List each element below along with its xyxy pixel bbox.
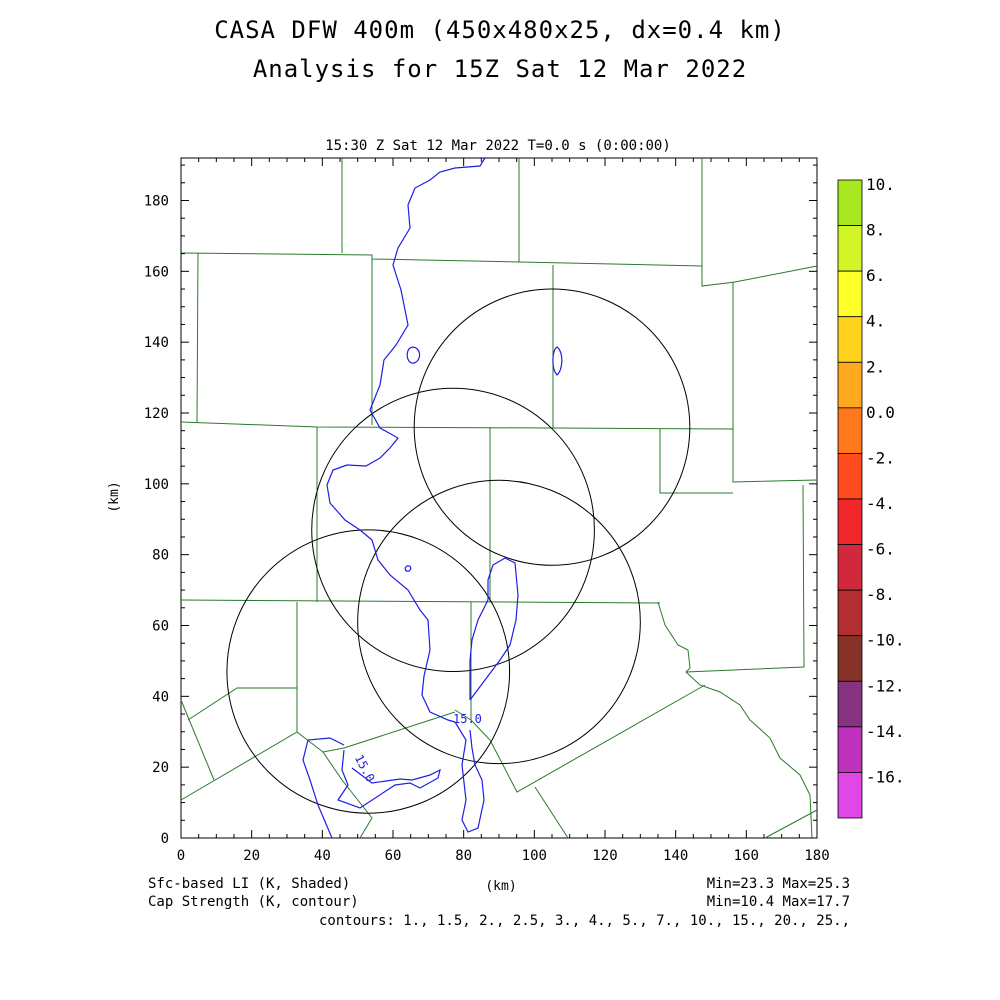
y-tick-label: 160 <box>144 264 169 280</box>
range-ring <box>226 529 511 814</box>
y-tick-label: 80 <box>152 548 169 564</box>
colorbar-segment <box>837 316 863 363</box>
colorbar-label: -14. <box>866 722 905 741</box>
y-tick-label: 20 <box>152 760 169 776</box>
colorbar-label: -2. <box>866 448 895 467</box>
colorbar-segment <box>837 772 863 819</box>
chart-title: CASA DFW 400m (450x480x25, dx=0.4 km) <box>214 16 786 44</box>
colorbar-label: -4. <box>866 494 895 513</box>
x-tick-label: 80 <box>455 848 472 864</box>
range-ring <box>311 387 595 673</box>
colorbar-label: -16. <box>866 767 905 786</box>
colorbar-segment <box>837 453 863 500</box>
range-ring <box>413 288 691 566</box>
x-tick-label: 100 <box>522 848 547 864</box>
colorbar-label: 4. <box>866 312 885 331</box>
x-tick-label: 160 <box>734 848 759 864</box>
chart-subtitle: Analysis for 15Z Sat 12 Mar 2022 <box>252 55 748 83</box>
colorbar-label: -10. <box>866 631 905 650</box>
y-tick-label: 180 <box>144 194 169 210</box>
colorbar-segment <box>837 498 863 545</box>
plot-header: 15:30 Z Sat 12 Mar 2022 T=0.0 s (0:00:00… <box>325 138 671 154</box>
shaded-field-minmax: Min=23.3 Max=25.3 <box>706 876 850 892</box>
x-tick-label: 180 <box>804 848 829 864</box>
colorbar-label: 2. <box>866 357 885 376</box>
colorbar-segment <box>837 635 863 682</box>
contour-levels: contours: 1., 1.5, 2., 2.5, 3., 4., 5., … <box>318 913 850 929</box>
y-tick-label: 100 <box>144 477 169 493</box>
x-axis: 0 20 40 60 80 100 120 140 160 180 <box>177 158 830 864</box>
colorbar-label: -6. <box>866 540 895 559</box>
y-tick-label: 120 <box>144 406 169 422</box>
colorbar-segment <box>837 726 863 773</box>
x-tick-label: 40 <box>314 848 331 864</box>
y-tick-label: 60 <box>152 619 169 635</box>
colorbar-segment <box>837 589 863 637</box>
colorbar-label: 6. <box>866 266 885 285</box>
y-tick-label: 140 <box>144 335 169 351</box>
colorbar-label: 8. <box>866 221 885 240</box>
colorbar-segment <box>837 544 863 591</box>
plot-area <box>180 157 818 839</box>
colorbar-label: -12. <box>866 676 905 695</box>
colorbar: 10. 8. 6. 4. 2. 0.0 -2. -4. -6. -8. -10. -12. -14. -1… <box>837 175 905 819</box>
y-axis-label: (km) <box>107 481 122 512</box>
x-tick-label: 20 <box>243 848 260 864</box>
x-tick-label: 140 <box>663 848 688 864</box>
x-tick-label: 60 <box>385 848 402 864</box>
y-axis: 0 20 40 60 80 100 120 140 160 180 <box>144 164 817 847</box>
contour-label: 15.0 <box>453 712 482 726</box>
colorbar-segment <box>837 680 863 728</box>
colorbar-label: -8. <box>866 585 895 604</box>
colorbar-label: 0.0 <box>866 403 895 422</box>
colorbar-segment <box>837 407 863 454</box>
colorbar-segment <box>837 361 863 409</box>
colorbar-segment <box>837 270 863 318</box>
radar-range-rings <box>226 288 691 814</box>
range-ring <box>357 479 641 765</box>
contour-field-minmax: Min=10.4 Max=17.7 <box>706 894 850 910</box>
contour-field-label: Cap Strength (K, contour) <box>148 894 359 910</box>
colorbar-label: 10. <box>866 175 895 194</box>
colorbar-segment <box>837 225 863 272</box>
county-boundaries <box>180 158 818 839</box>
x-tick-label: 120 <box>592 848 617 864</box>
y-tick-label: 0 <box>161 831 169 847</box>
shaded-field-label: Sfc-based LI (K, Shaded) <box>148 876 351 892</box>
y-tick-label: 40 <box>152 689 169 705</box>
x-axis-label: (km) <box>485 879 516 894</box>
colorbar-segment <box>837 179 863 226</box>
x-tick-label: 0 <box>177 848 185 864</box>
cap-strength-contour <box>302 157 563 839</box>
